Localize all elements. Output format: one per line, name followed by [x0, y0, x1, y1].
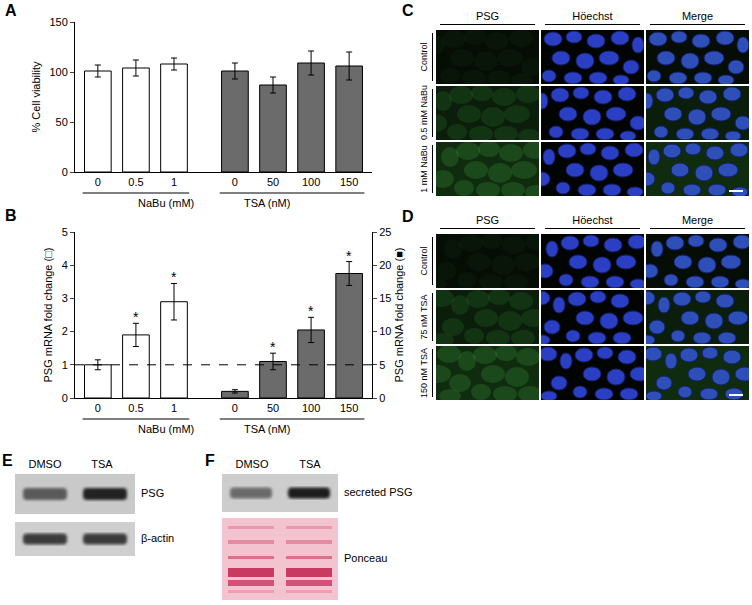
- svg-text:PSG mRNA fold change (■): PSG mRNA fold change (■): [393, 247, 405, 382]
- html-text:Höechst: Höechst: [572, 214, 613, 226]
- svg-text:100: 100: [302, 176, 320, 188]
- html-text:Control: Control: [419, 42, 429, 72]
- svg-text:0: 0: [95, 402, 101, 414]
- html-text:Control: Control: [419, 246, 429, 276]
- svg-text:150: 150: [340, 402, 358, 414]
- svg-text:1: 1: [171, 402, 177, 414]
- html-text:C: C: [402, 2, 414, 19]
- svg-text:150: 150: [49, 16, 67, 28]
- svg-text:0.5: 0.5: [128, 176, 143, 188]
- svg-text:0: 0: [379, 392, 385, 404]
- html-text:Ponceau: Ponceau: [344, 552, 388, 564]
- svg-text:*: *: [270, 339, 276, 355]
- html-text:D: D: [402, 208, 414, 225]
- svg-text:*: *: [133, 309, 139, 325]
- svg-text:3: 3: [62, 292, 68, 304]
- svg-text:0.5: 0.5: [128, 402, 143, 414]
- svg-text:50: 50: [56, 116, 68, 128]
- svg-text:NaBu (mM): NaBu (mM): [138, 197, 194, 209]
- html-text:0.5 mM NaBu: 0.5 mM NaBu: [419, 85, 429, 140]
- html-text:DMSO: DMSO: [235, 458, 269, 470]
- svg-text:0: 0: [232, 402, 238, 414]
- html-text:secreted PSG: secreted PSG: [344, 486, 413, 498]
- svg-text:4: 4: [62, 259, 68, 271]
- svg-text:*: *: [346, 248, 352, 264]
- html-text:Höechst: Höechst: [572, 10, 613, 22]
- svg-text:*: *: [171, 269, 177, 285]
- html-text:PSG: PSG: [141, 487, 165, 499]
- html-text:E: E: [2, 452, 13, 469]
- svg-text:150: 150: [340, 176, 358, 188]
- html-text:PSG: PSG: [475, 10, 500, 22]
- svg-text:20: 20: [379, 259, 391, 271]
- svg-text:TSA (nM): TSA (nM): [244, 197, 290, 209]
- svg-text:*: *: [308, 303, 314, 319]
- svg-text:100: 100: [302, 402, 320, 414]
- html-text:B: B: [5, 207, 17, 224]
- svg-text:NaBu (mM): NaBu (mM): [138, 423, 194, 435]
- html-text:75 nM TSA: 75 nM TSA: [419, 294, 429, 340]
- svg-text:15: 15: [379, 292, 391, 304]
- svg-text:100: 100: [49, 66, 67, 78]
- svg-text:1: 1: [62, 359, 68, 371]
- html-text:PSG: PSG: [475, 214, 500, 226]
- html-text:TSA: TSA: [91, 458, 113, 470]
- html-text:A: A: [5, 2, 17, 19]
- svg-text:25: 25: [379, 226, 391, 238]
- html-text:TSA: TSA: [299, 458, 321, 470]
- svg-text:0: 0: [62, 166, 68, 178]
- svg-text:0: 0: [95, 176, 101, 188]
- html-text:150 nM TSA: 150 nM TSA: [419, 348, 429, 398]
- svg-text:10: 10: [379, 325, 391, 337]
- svg-text:2: 2: [62, 325, 68, 337]
- svg-text:0: 0: [62, 392, 68, 404]
- svg-text:PSG mRNA fold change (□): PSG mRNA fold change (□): [42, 247, 54, 382]
- svg-text:TSA (nM): TSA (nM): [244, 423, 290, 435]
- svg-text:50: 50: [267, 176, 279, 188]
- html-text:DMSO: DMSO: [28, 458, 62, 470]
- svg-text:50: 50: [267, 402, 279, 414]
- svg-text:% Cell viability: % Cell viability: [30, 61, 42, 132]
- svg-text:5: 5: [379, 359, 385, 371]
- svg-text:1: 1: [171, 176, 177, 188]
- html-text:Merge: Merge: [681, 214, 714, 226]
- svg-text:0: 0: [232, 176, 238, 188]
- html-text:Merge: Merge: [681, 10, 714, 22]
- html-text:1 mM NaBu: 1 mM NaBu: [419, 145, 429, 193]
- html-text:β-actin: β-actin: [141, 532, 175, 544]
- html-text:F: F: [205, 452, 215, 469]
- svg-text:5: 5: [62, 226, 68, 238]
